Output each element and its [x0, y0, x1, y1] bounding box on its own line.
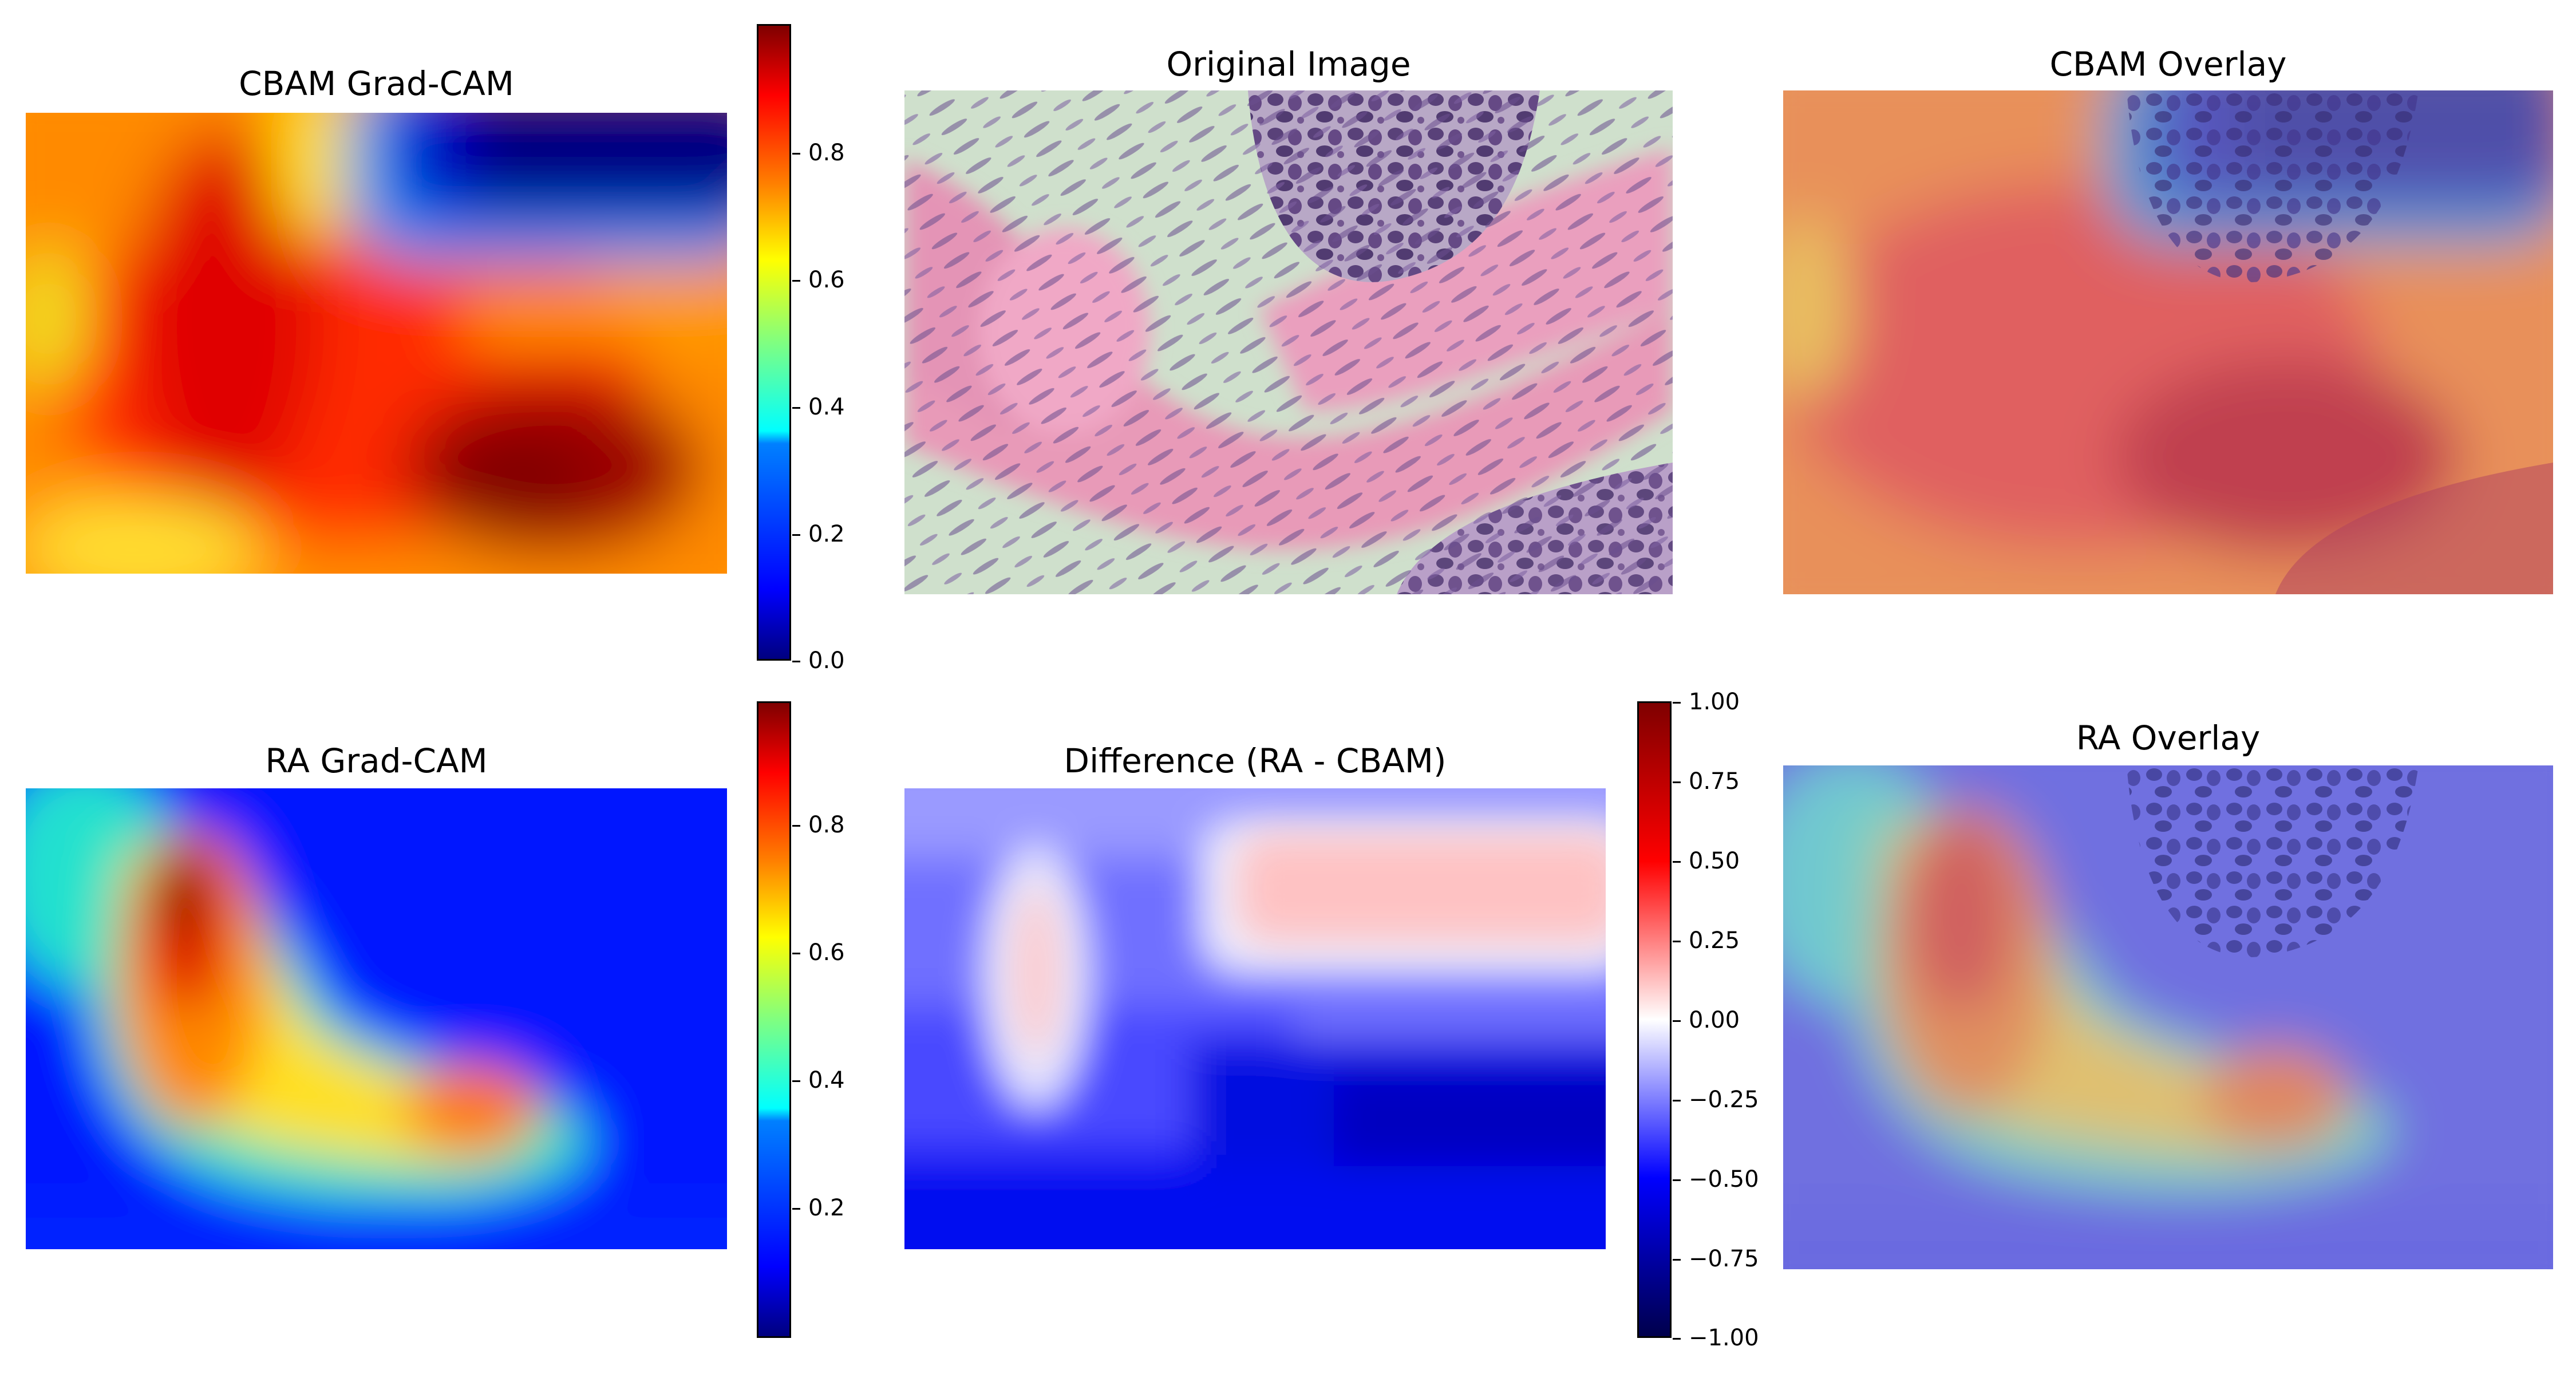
ra-colorbar-tick: 0.6 [792, 939, 845, 966]
cbam-overlay-image [1783, 90, 2553, 594]
ra-overlay-image [1783, 765, 2553, 1269]
difference-colorbar-tick: −0.75 [1673, 1246, 1759, 1272]
difference-colorbar-tick: 0.50 [1672, 848, 1740, 874]
cbam-colorbar [757, 24, 791, 661]
ra-colorbar-tick: 0.8 [792, 812, 845, 838]
cbam-gradcam-heatmap [26, 113, 727, 574]
difference-colorbar-tick: −1.00 [1673, 1325, 1759, 1351]
ra-gradcam-title: RA Grad-CAM [265, 741, 488, 780]
cbam-colorbar-tick: 0.4 [792, 394, 845, 420]
ra-colorbar-tick: 0.2 [792, 1195, 845, 1221]
cbam-colorbar-tick: 0.6 [792, 267, 845, 293]
ra-gradcam-heatmap [26, 788, 727, 1249]
difference-colorbar-tick: 0.25 [1672, 927, 1740, 954]
difference-title: Difference (RA - CBAM) [1064, 741, 1447, 780]
original-histology-image [904, 90, 1673, 594]
cbam-gradcam-title: CBAM Grad-CAM [239, 64, 514, 103]
difference-colorbar [1637, 701, 1672, 1338]
ra-colorbar-tick: 0.4 [792, 1067, 845, 1093]
difference-colorbar-tick: 0.75 [1672, 768, 1740, 795]
ra-colorbar [757, 701, 791, 1338]
cbam-colorbar-tick: 0.2 [792, 521, 845, 547]
difference-colorbar-tick: −0.50 [1673, 1166, 1759, 1193]
difference-colorbar-tick: 0.00 [1672, 1007, 1740, 1033]
cbam-colorbar-tick: 0.0 [792, 647, 845, 674]
cbam-colorbar-tick: 0.8 [792, 140, 845, 166]
original-image-title: Original Image [1166, 45, 1411, 84]
ra-overlay-title: RA Overlay [2076, 718, 2261, 757]
difference-heatmap [904, 788, 1606, 1249]
difference-colorbar-tick: 1.00 [1672, 689, 1740, 715]
difference-colorbar-tick: −0.25 [1673, 1087, 1759, 1113]
cbam-overlay-title: CBAM Overlay [2049, 45, 2287, 84]
